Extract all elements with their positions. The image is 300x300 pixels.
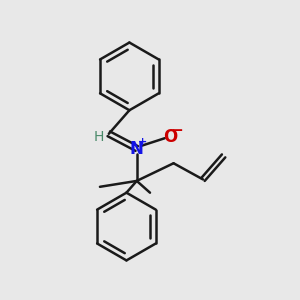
Text: O: O	[164, 128, 178, 146]
Text: −: −	[171, 123, 184, 138]
Text: +: +	[138, 137, 148, 147]
Text: H: H	[93, 130, 104, 144]
Text: N: N	[130, 140, 144, 158]
